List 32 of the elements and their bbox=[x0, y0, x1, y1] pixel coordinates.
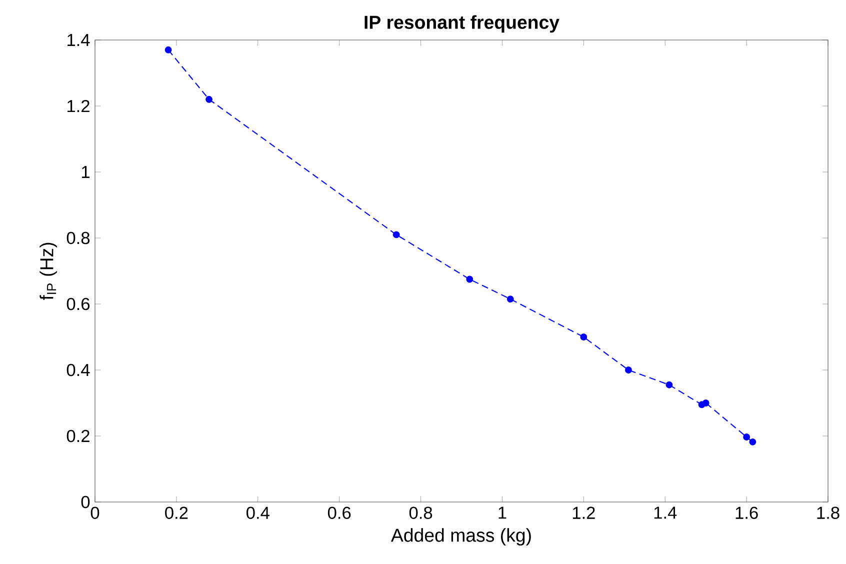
chart-title: IP resonant frequency bbox=[364, 15, 560, 33]
y-tick-label: 1.2 bbox=[68, 100, 90, 112]
y-tick-label: 0.2 bbox=[66, 430, 90, 442]
y-tick-label: 1.4 bbox=[68, 34, 90, 46]
y-tick-label: 0.4 bbox=[66, 364, 90, 376]
x-tick-label: 0.4 bbox=[246, 506, 270, 519]
point bbox=[580, 334, 588, 340]
y-tick-label: 0.8 bbox=[66, 232, 90, 244]
x-tick-label: 0.6 bbox=[328, 506, 351, 519]
point bbox=[164, 46, 172, 54]
x-tick-label: 1.4 bbox=[654, 506, 677, 519]
y-axis-title: f$_{IP}$ (Hz) bbox=[40, 242, 58, 300]
y-tick-label: 1 bbox=[82, 166, 90, 178]
x-tick-label: 1.6 bbox=[736, 506, 758, 519]
x-tick-label: 1.8 bbox=[817, 506, 840, 519]
y-tick-label: 0 bbox=[81, 496, 90, 508]
point bbox=[743, 434, 750, 440]
x-tick-label: 1.2 bbox=[572, 506, 595, 519]
point bbox=[466, 276, 474, 283]
point bbox=[506, 296, 514, 303]
point bbox=[666, 381, 673, 388]
x-tick-label: 1 bbox=[498, 506, 506, 519]
y-tick-label: 0.6 bbox=[66, 298, 90, 310]
x-tick-label: 0.8 bbox=[409, 506, 432, 519]
point bbox=[702, 400, 710, 406]
point bbox=[206, 96, 212, 103]
x-tick-label: 0 bbox=[90, 506, 100, 519]
point bbox=[392, 231, 400, 238]
x-tick-label: 0.2 bbox=[165, 506, 188, 519]
point bbox=[749, 438, 756, 446]
point bbox=[625, 366, 632, 374]
x-axis-title: Added mass (kg) bbox=[390, 528, 531, 546]
